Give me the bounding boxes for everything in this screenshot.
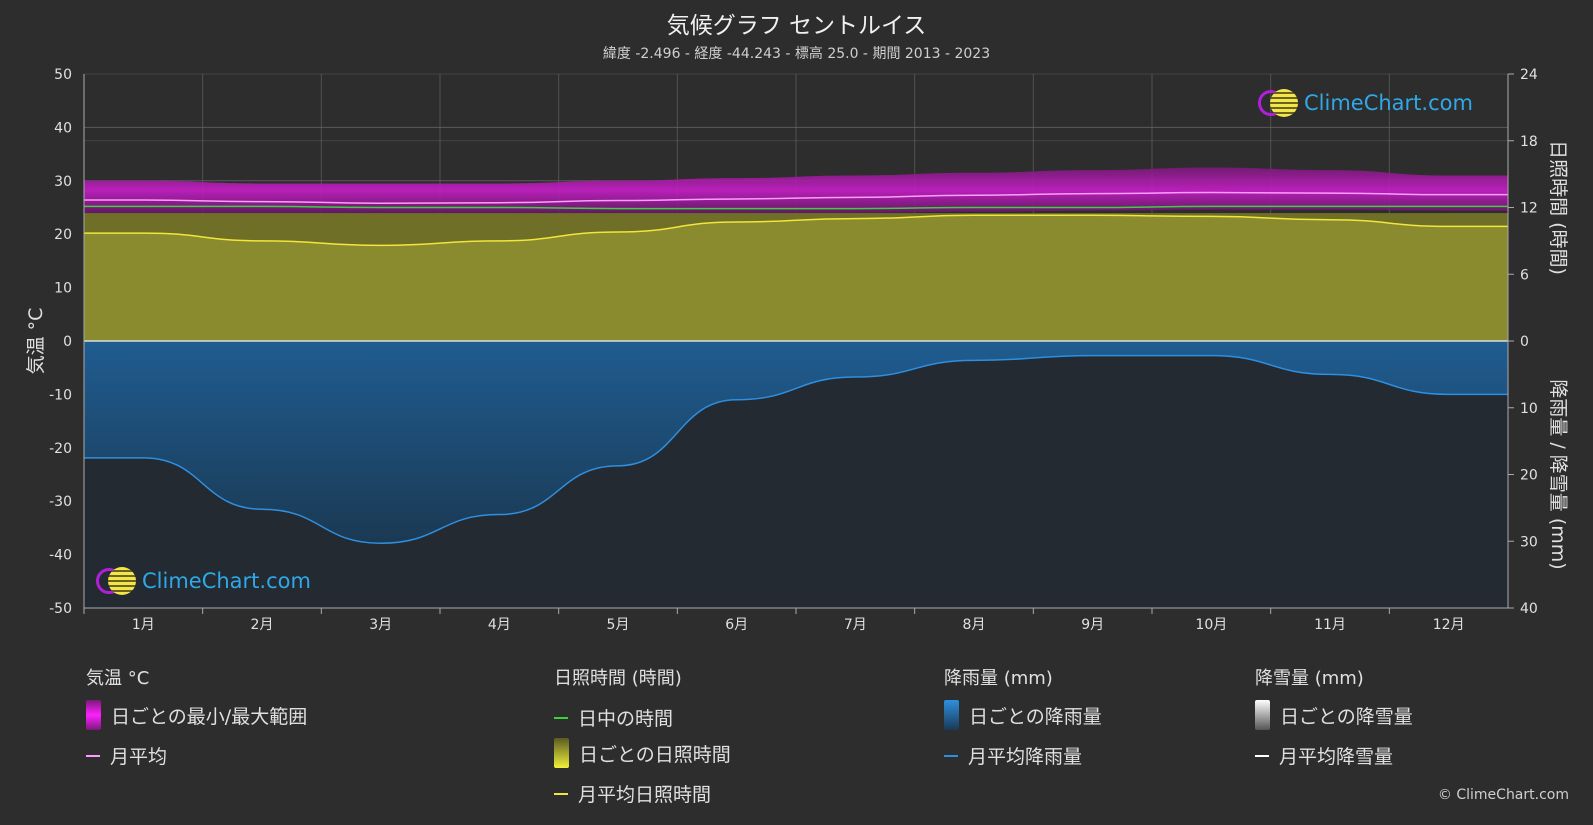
legend-temp-heading: 気温 °C — [86, 668, 150, 689]
legend-label: 月平均降雪量 — [1279, 746, 1394, 768]
month-tick-label: 5月 — [607, 617, 630, 633]
daylight-line — [83, 205, 1508, 210]
sunshine-avg-line — [83, 214, 1508, 247]
month-tick-label: 7月 — [844, 617, 867, 633]
sunshine-area — [84, 215, 1508, 341]
chart-title: 気候グラフ セントルイス — [666, 13, 927, 39]
temp-tick-label: 40 — [54, 120, 72, 136]
month-tick-label: 12月 — [1433, 617, 1465, 633]
sun-tick-label: 12 — [1520, 201, 1538, 217]
logo-sun-icon — [108, 567, 136, 595]
temp-avg-line — [83, 191, 1508, 204]
copyright: © ClimeChart.com — [1437, 787, 1569, 803]
legend-snow-daily: 日ごとの降雪量 — [1255, 700, 1413, 730]
temp-tick-label: 50 — [54, 67, 72, 83]
legend-daylight: 日中の時間 — [554, 704, 673, 731]
temp-avg-swatch — [86, 754, 100, 757]
sun-tick-label: 24 — [1520, 67, 1538, 83]
month-tick-label: 1月 — [132, 617, 155, 633]
logo-sun-icon — [1270, 89, 1298, 117]
rain-avg-line — [84, 354, 1508, 545]
legend-sun-heading: 日照時間 (時間) — [554, 668, 682, 689]
rain-avg-swatch — [944, 754, 958, 757]
chart-subtitle: 緯度 -2.496 - 経度 -44.243 - 標高 25.0 - 期間 20… — [602, 46, 991, 62]
temp-tick-label: -50 — [49, 601, 72, 617]
sun-tick-label: 6 — [1520, 267, 1529, 283]
temp-tick-label: 0 — [63, 334, 72, 350]
legend-snow-heading: 降雪量 (mm) — [1255, 668, 1364, 689]
precip-tick-label: 40 — [1520, 601, 1538, 617]
legend-label: 月平均降雨量 — [968, 746, 1083, 768]
precip-tick-label: 10 — [1520, 401, 1538, 417]
climate-chart: 50 40 30 20 10 0 -10 -20 -30 -40 -50 24 18 12 6 0 10 20 30… — [25, 67, 1569, 633]
month-tick-label: 4月 — [488, 617, 511, 633]
legend-temp-range: 日ごとの最小/最大範囲 — [86, 700, 307, 730]
month-tick-label: 6月 — [725, 617, 748, 633]
right-bottom-axis-title: 降雨量 / 降雪量 (mm) — [1547, 379, 1569, 569]
climechart-logo-top: ClimeChart.com — [1258, 89, 1473, 117]
sun-tick-label: 18 — [1520, 134, 1538, 150]
precip-tick-label: 30 — [1520, 534, 1538, 550]
snow-swatch — [1255, 700, 1270, 730]
legend-rain-heading: 降雨量 (mm) — [944, 668, 1053, 689]
rain-swatch — [944, 700, 959, 730]
legend-label: 日中の時間 — [578, 708, 674, 730]
temp-range-swatch — [86, 700, 101, 730]
temp-tick-label: -30 — [49, 494, 72, 510]
temp-tick-label: -20 — [49, 441, 72, 457]
legend-snow-avg: 月平均降雪量 — [1255, 742, 1393, 769]
legend-rain-daily: 日ごとの降雨量 — [944, 700, 1102, 730]
month-tick-label: 11月 — [1314, 617, 1346, 633]
sun-tick-label: 0 — [1520, 334, 1529, 350]
logo-text: ClimeChart.com — [1304, 91, 1473, 115]
temp-range-band — [84, 167, 1508, 213]
legend-label: 日ごとの最小/最大範囲 — [111, 705, 308, 728]
legend-temp-avg: 月平均 — [86, 742, 167, 769]
legend-rain-avg: 月平均降雨量 — [944, 742, 1082, 769]
month-tick-label: 10月 — [1195, 617, 1227, 633]
legend-sunshine-avg: 月平均日照時間 — [554, 780, 711, 807]
legend-label: 月平均 — [110, 746, 168, 768]
logo-text: ClimeChart.com — [142, 569, 311, 593]
sunshine-avg-swatch — [554, 792, 568, 795]
temp-tick-label: -10 — [49, 387, 72, 403]
sunshine-swatch — [554, 738, 569, 768]
month-tick-label: 2月 — [251, 617, 274, 633]
right-top-axis-title: 日照時間 (時間) — [1547, 140, 1569, 275]
snow-avg-swatch — [1255, 754, 1269, 757]
legend-sunshine-daily: 日ごとの日照時間 — [554, 738, 731, 768]
temp-tick-label: 10 — [54, 281, 72, 297]
left-axis-title: 気温 °C — [25, 308, 47, 375]
legend-label: 日ごとの日照時間 — [579, 743, 731, 766]
legend-label: 月平均日照時間 — [578, 784, 712, 806]
daylight-swatch — [554, 716, 568, 719]
month-tick-label: 9月 — [1081, 617, 1104, 633]
temp-tick-label: 30 — [54, 174, 72, 190]
month-tick-label: 8月 — [963, 617, 986, 633]
month-tick-label: 3月 — [369, 617, 392, 633]
temp-tick-label: -40 — [49, 548, 72, 564]
legend-label: 日ごとの降雪量 — [1280, 705, 1413, 728]
legend-label: 日ごとの降雨量 — [969, 705, 1102, 728]
precip-tick-label: 20 — [1520, 468, 1538, 484]
temp-tick-label: 20 — [54, 227, 72, 243]
rain-area — [84, 341, 1508, 544]
climechart-logo-bottom: ClimeChart.com — [96, 567, 311, 595]
